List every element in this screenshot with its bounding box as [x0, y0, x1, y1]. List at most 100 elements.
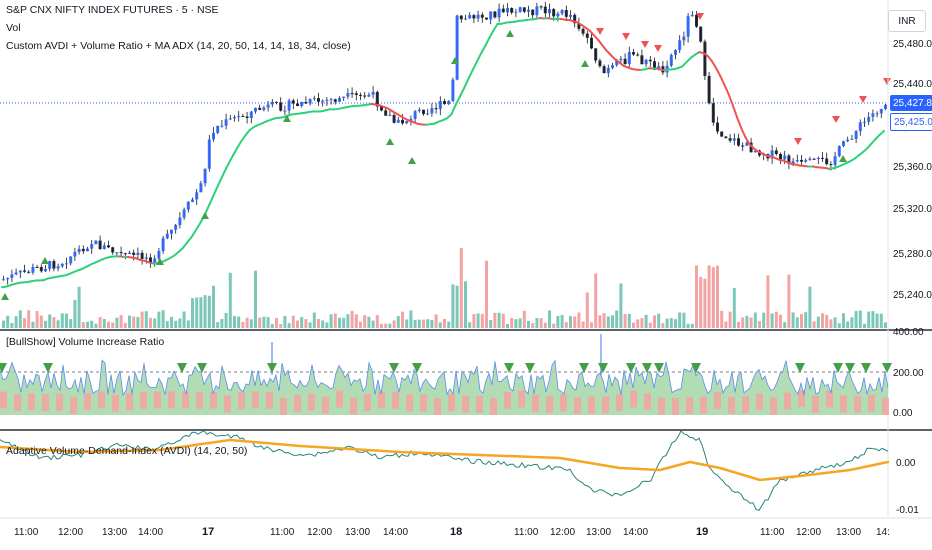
volume-bar [569, 316, 572, 328]
ma-segment [223, 162, 230, 173]
candle-body [875, 113, 879, 115]
time-tick-label: 13:00 [836, 527, 861, 538]
candle-body [409, 118, 413, 121]
ratio-tick-label: 400.00 [893, 327, 924, 338]
volume-bar [191, 298, 194, 328]
candle-body [178, 217, 182, 225]
candle-body [522, 7, 526, 12]
ratio-down-band [98, 391, 105, 409]
ma-segment [450, 103, 457, 116]
candle-body [107, 245, 110, 248]
time-tick-label: 13:00 [345, 527, 370, 538]
volume-bar [224, 312, 228, 328]
ma-segment [706, 54, 713, 62]
symbol-title[interactable]: S&P CNX NIFTY INDEX FUTURES · 5 · NSE [6, 4, 219, 16]
ratio-marker-icon [642, 363, 652, 373]
candle-body [791, 161, 795, 164]
ratio-down-band [826, 390, 833, 408]
volume-bar [317, 318, 320, 328]
candle-body [535, 6, 539, 16]
indicator-legend[interactable]: Custom AVDI + Volume Ratio + MA ADX (14,… [6, 40, 351, 52]
volume-bar [359, 321, 362, 328]
volume-bar [871, 311, 875, 328]
volume-bar [522, 310, 526, 328]
volume-bar [258, 317, 262, 328]
price-tick-label: 25,280.00 [893, 249, 932, 260]
volume-bar [153, 318, 157, 328]
candle-body [720, 131, 724, 137]
candle-body [220, 125, 224, 127]
ratio-marker-icon [626, 363, 636, 373]
signal-arrows [1, 13, 891, 300]
candle-body [186, 201, 190, 210]
candle-body [459, 15, 463, 20]
volume-bar [434, 314, 438, 328]
ratio-down-band [42, 394, 49, 412]
volume-bar [657, 313, 661, 328]
ma-segment [206, 197, 213, 210]
price-axis[interactable]: 25,480.0025,440.0025,400.0025,360.0025,3… [893, 39, 932, 301]
candle-body [157, 251, 161, 259]
ratio-down-band [700, 396, 707, 414]
volume-bar [648, 322, 652, 328]
time-tick-label: 14:00 [623, 527, 648, 538]
volume-bar [699, 276, 703, 328]
volume-bar [661, 323, 665, 328]
volume-bar [879, 313, 883, 328]
volume-bar [18, 310, 22, 328]
ratio-marker-icon [598, 363, 608, 373]
candle-body [254, 107, 257, 112]
candle-body [716, 122, 719, 132]
volume-bar [438, 322, 442, 328]
volume-legend[interactable]: Vol [6, 22, 21, 34]
volume-bar [623, 314, 627, 328]
volume-bar [396, 316, 400, 328]
avdi-axis[interactable]: 0.00 -0.01 [896, 458, 919, 516]
ratio-marker-icon [833, 363, 843, 373]
candle-body [18, 270, 22, 273]
currency-badge[interactable]: INR [888, 10, 926, 32]
candle-body [821, 157, 824, 159]
candle-body [779, 154, 782, 160]
ratio-tick-label: 0.00 [893, 408, 913, 419]
ma-segment [190, 230, 197, 239]
candle-body [367, 94, 371, 97]
candle-body [594, 48, 598, 61]
volume-bar [346, 314, 350, 328]
ma-segment [492, 23, 499, 32]
volume-bar [552, 323, 556, 328]
candle-body [787, 155, 791, 164]
candle-body [686, 16, 690, 37]
volume-bar [539, 318, 543, 328]
volume-bar [564, 322, 568, 328]
time-tick-label: 14:00 [383, 527, 408, 538]
volume-bar [178, 318, 182, 328]
volume-ratio-title[interactable]: [BullShow] Volume Increase Ratio [6, 336, 165, 348]
volume-bar [816, 316, 820, 328]
ratio-down-band [602, 396, 609, 414]
candle-body [485, 17, 488, 20]
time-axis[interactable]: 11:00 12:00 13:00 14:00 17 11:00 12:00 13:00 14:… [14, 526, 890, 538]
buy-signal-icon [581, 60, 589, 67]
avdi-title[interactable]: Adaptive Volume-Demand-Index (AVDI) (14,… [6, 445, 248, 457]
buy-signal-icon [283, 115, 291, 122]
ma-segment [244, 128, 251, 137]
volume-bar [60, 313, 64, 328]
ratio-down-band [882, 397, 889, 415]
candle-body [539, 6, 543, 8]
ma-segment [458, 87, 465, 98]
candle-body [816, 157, 820, 159]
ratio-axis[interactable]: 400.00 200.00 0.00 [893, 327, 924, 419]
candle-body [674, 50, 677, 55]
volume-histogram [2, 248, 887, 328]
volume-bar [157, 311, 161, 328]
volume-bar [115, 317, 119, 328]
ma-segment [744, 136, 751, 146]
volume-bar [140, 311, 144, 328]
volume-bar [501, 313, 505, 328]
candle-body [879, 108, 883, 114]
ratio-marker-icon [654, 363, 664, 373]
volume-bar [422, 319, 425, 328]
volume-bar [329, 314, 333, 328]
